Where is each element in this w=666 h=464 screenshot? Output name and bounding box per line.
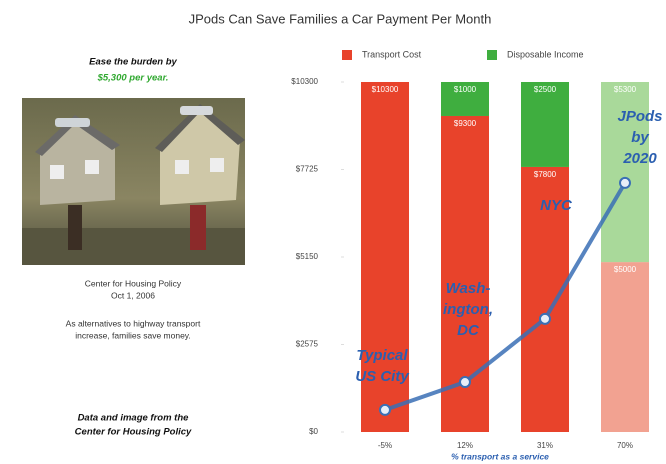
x-axis-label: % transport as a service (451, 451, 549, 461)
line (385, 183, 625, 410)
legend-swatch (342, 50, 352, 60)
source: Data and image from the (78, 413, 190, 424)
caption: Center for Housing Policy (85, 278, 182, 288)
bar-segment (521, 82, 569, 167)
note: increase, families save money. (75, 330, 191, 340)
note: As alternatives to highway transport (66, 318, 201, 328)
legend-label: Transport Cost (362, 49, 422, 59)
value-label: $5300 (614, 85, 637, 94)
left-highlight: $5,300 per year. (97, 73, 169, 84)
x-tick-label: 12% (457, 441, 473, 450)
line-point (540, 314, 550, 324)
annotation: 2020 (622, 150, 657, 167)
slide: JPods Can Save Families a Car Payment Pe… (0, 0, 666, 464)
value-label: $10300 (372, 85, 399, 94)
left-heading: Ease the burden by (89, 57, 177, 68)
slide-title: JPods Can Save Families a Car Payment Pe… (189, 11, 492, 26)
value-label: $9300 (454, 119, 477, 128)
x-tick-label: 31% (537, 441, 553, 450)
value-label: $5000 (614, 265, 637, 274)
annotation: ington, (443, 301, 493, 318)
line-point (620, 178, 630, 188)
y-tick-label: $2575 (296, 340, 319, 349)
value-label: $1000 (454, 85, 477, 94)
illustration (22, 98, 245, 265)
x-tick-label: 70% (617, 441, 633, 450)
annotation: JPods (617, 108, 662, 125)
y-tick-label: $7725 (296, 165, 319, 174)
y-tick-label: $5150 (296, 252, 319, 261)
annotation: Wash- (446, 280, 491, 297)
value-label: $2500 (534, 85, 557, 94)
legend-swatch (487, 50, 497, 60)
caption: Oct 1, 2006 (111, 290, 155, 300)
y-tick-label: $0 (309, 427, 318, 436)
annotation: by (631, 129, 649, 146)
line-point (460, 377, 470, 387)
annotation: NYC (540, 197, 573, 214)
x-tick-label: -5% (378, 441, 392, 450)
line-point (380, 405, 390, 415)
value-label: $7800 (534, 170, 557, 179)
annotation: Typical (356, 347, 408, 364)
annotation: US City (355, 368, 409, 385)
legend-label: Disposable Income (507, 49, 584, 59)
y-tick-label: $10300 (291, 77, 318, 86)
annotation: DC (457, 322, 480, 339)
source: Center for Housing Policy (75, 427, 192, 438)
bar-segment (601, 262, 649, 432)
